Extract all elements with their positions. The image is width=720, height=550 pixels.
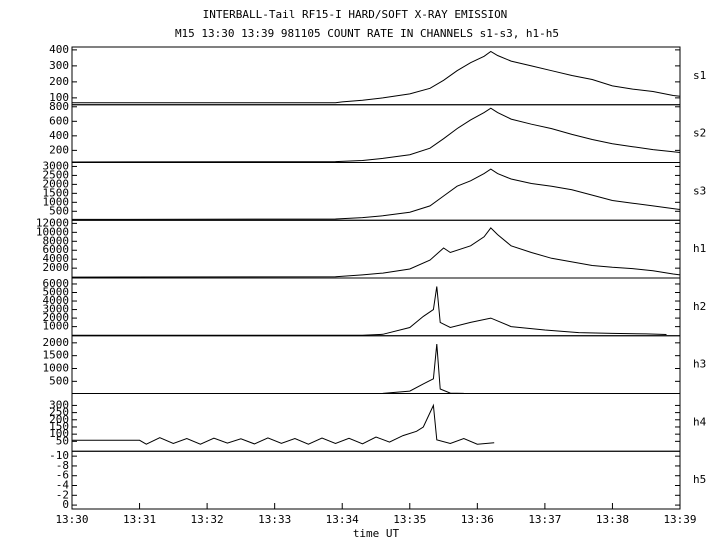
y-tick-label: 1000 (43, 320, 70, 333)
y-tick-label: 2000 (43, 336, 70, 349)
x-tick-label: 13:36 (461, 513, 494, 526)
chart-title: INTERBALL-Tail RF15-I HARD/SOFT X-RAY EM… (203, 8, 508, 21)
y-tick-label: 12000 (36, 216, 69, 229)
x-tick-label: 13:34 (326, 513, 359, 526)
x-tick-label: 13:31 (123, 513, 156, 526)
y-tick-label: 400 (49, 129, 69, 142)
y-tick-label: 800 (49, 100, 69, 113)
panel-label: h1 (693, 242, 706, 255)
data-line (71, 227, 681, 278)
panel-label: s3 (693, 184, 706, 197)
data-line (71, 168, 681, 220)
y-tick-label: 600 (49, 114, 69, 127)
panel-label: h5 (693, 473, 706, 486)
y-tick-label: 3000 (43, 159, 70, 172)
y-tick-label: 3000 (43, 303, 70, 316)
panel-label: h3 (693, 358, 706, 371)
y-tick-label: 150 (49, 420, 69, 433)
x-tick-label: 13:35 (393, 513, 426, 526)
y-tick-label: 2000 (43, 311, 70, 324)
data-line (71, 107, 681, 163)
panel-frame (71, 393, 681, 452)
panel-label: h4 (693, 415, 707, 428)
panel-frame (71, 46, 681, 106)
y-tick-label: 200 (49, 143, 69, 156)
y-tick-label: 100 (49, 91, 69, 104)
panel-label: s2 (693, 127, 706, 140)
y-tick-label: -8 (56, 459, 69, 472)
panel-frame (71, 450, 681, 510)
y-tick-label: 4000 (43, 294, 70, 307)
data-line (72, 403, 495, 445)
y-tick-label: 300 (49, 59, 69, 72)
y-tick-label: 1500 (43, 349, 70, 362)
x-tick-label: 13:37 (528, 513, 561, 526)
y-tick-label: 0 (62, 498, 69, 511)
y-tick-label: -2 (56, 488, 69, 501)
y-tick-label: 500 (49, 204, 69, 217)
y-tick-label: 100 (49, 427, 69, 440)
y-tick-label: 250 (49, 406, 69, 419)
y-tick-label: 10000 (36, 225, 69, 238)
x-tick-label: 13:32 (191, 513, 224, 526)
y-tick-label: 6000 (43, 277, 70, 290)
x-tick-label: 13:33 (258, 513, 291, 526)
x-tick-label: 13:39 (663, 513, 696, 526)
chart-subtitle: M15 13:30 13:39 981105 COUNT RATE IN CHA… (175, 27, 559, 40)
y-tick-label: 300 (49, 398, 69, 411)
y-tick-label: 200 (49, 75, 69, 88)
y-tick-label: 500 (49, 374, 69, 387)
x-tick-label: 13:38 (596, 513, 629, 526)
y-tick-label: 2000 (43, 177, 70, 190)
panel-label: h2 (693, 300, 706, 313)
y-tick-label: 2500 (43, 168, 70, 181)
y-tick-label: 50 (56, 434, 69, 447)
data-line (382, 344, 464, 394)
y-tick-label: 400 (49, 43, 69, 56)
x-axis-label: time UT (353, 527, 400, 540)
y-tick-label: 1000 (43, 362, 70, 375)
panel-frame (71, 219, 681, 279)
y-tick-label: 4000 (43, 252, 70, 265)
y-tick-label: 1000 (43, 195, 70, 208)
y-tick-label: 200 (49, 413, 69, 426)
y-tick-label: 8000 (43, 234, 70, 247)
panel-frame (71, 335, 681, 394)
y-tick-label: 5000 (43, 286, 70, 299)
panel-frame (71, 162, 681, 221)
panel-frame (71, 104, 681, 163)
y-tick-label: -6 (56, 469, 69, 482)
y-tick-label: 6000 (43, 243, 70, 256)
y-tick-label: 1500 (43, 186, 70, 199)
x-tick-label: 13:30 (55, 513, 88, 526)
y-tick-label: 2000 (43, 261, 70, 274)
panel-label: s1 (693, 69, 706, 82)
data-line (72, 50, 681, 104)
data-line (72, 286, 667, 336)
y-tick-label: -10 (49, 449, 69, 462)
y-tick-label: -4 (56, 479, 70, 492)
panel-frame (71, 277, 681, 337)
